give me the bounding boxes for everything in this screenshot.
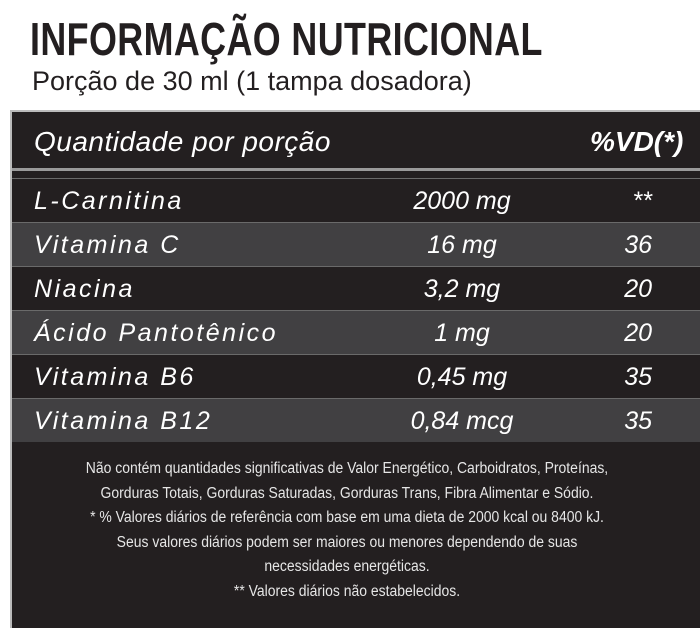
subtitle: Porção de 30 ml (1 tampa dosadora) <box>32 66 472 96</box>
table-row: Vitamina C 16 mg 36 <box>12 222 700 266</box>
nutrient-amount: 16 mg <box>427 231 497 259</box>
column-header: Quantidade por porção <box>34 126 331 157</box>
daily-value: ** <box>632 187 652 215</box>
nutrient-name: Vitamina B6 <box>34 363 196 391</box>
nutrient-name: Niacina <box>34 275 135 303</box>
nutrient-amount: 3,2 mg <box>423 275 501 303</box>
nutrient-amount: 0,84 mcg <box>410 407 514 435</box>
table-row: Ácido Pantotênico 1 mg 20 <box>12 310 700 354</box>
table-row: Niacina 3,2 mg 20 <box>12 266 700 310</box>
title: INFORMAÇÃO NUTRICIONAL <box>30 13 543 65</box>
table-row: Vitamina B6 0,45 mg 35 <box>12 354 700 398</box>
nutrient-name: Vitamina C <box>34 231 181 259</box>
nutrient-name: Vitamina B12 <box>34 407 213 435</box>
daily-value: 35 <box>624 407 652 435</box>
daily-value: 36 <box>624 231 652 259</box>
footnote-line: ** Valores diários não estabelecidos. <box>233 582 461 600</box>
footnote-line: necessidades energéticas. <box>264 558 430 575</box>
nutrient-amount: 2000 mg <box>413 187 511 215</box>
nutrient-amount: 0,45 mg <box>416 363 508 391</box>
nutrition-table: Quantidade por porção %VD(*) L-Carnitina… <box>10 110 700 628</box>
table-row: L-Carnitina 2000 mg ** <box>12 178 700 222</box>
table-row: Vitamina B12 0,84 mcg 35 <box>12 398 700 442</box>
daily-value: 20 <box>624 275 652 303</box>
footnote-line: * % Valores diários de referência com ba… <box>90 509 604 526</box>
table-header: Quantidade por porção %VD(*) <box>12 112 700 171</box>
daily-value: 20 <box>624 319 652 347</box>
footnote-line: Gorduras Totais, Gorduras Saturadas, Gor… <box>100 484 594 502</box>
daily-value: 35 <box>624 363 652 391</box>
nutrient-name: Ácido Pantotênico <box>34 319 279 347</box>
column-header: %VD(*) <box>590 126 684 157</box>
nutrient-amount: 1 mg <box>434 319 490 347</box>
footnotes: Não contém quantidades significativas de… <box>12 457 682 604</box>
footnote-line: Seus valores diários podem ser maiores o… <box>116 533 578 551</box>
footnote-line: Não contém quantidades significativas de… <box>85 460 609 477</box>
nutrient-name: L-Carnitina <box>34 187 184 215</box>
